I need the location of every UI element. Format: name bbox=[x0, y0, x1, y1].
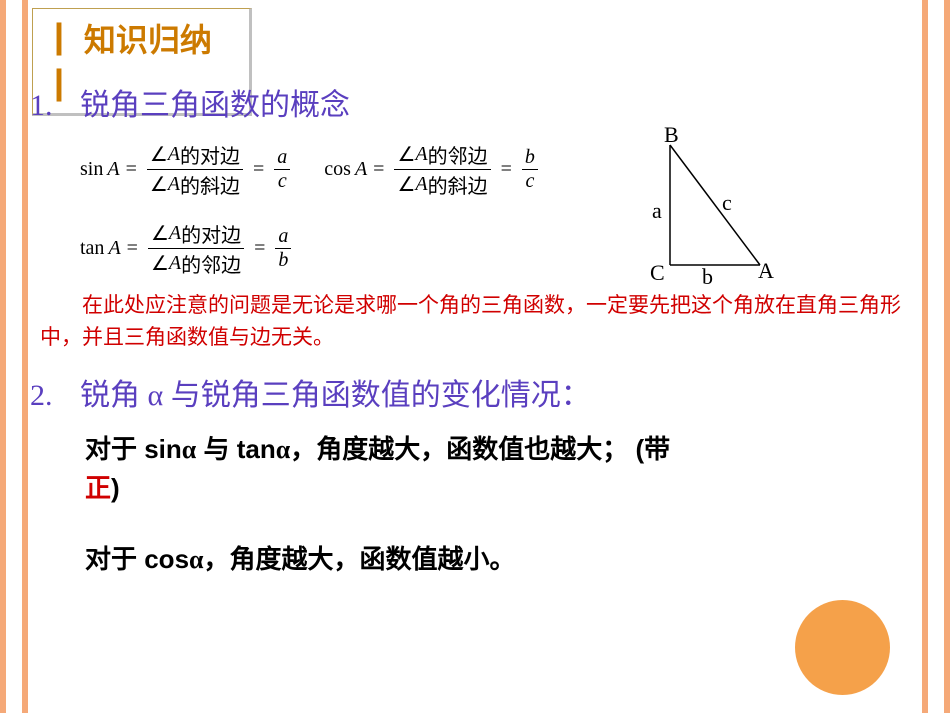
section-1: 1. 锐角三角函数的概念 bbox=[30, 80, 910, 124]
section-1-number: 1. bbox=[30, 89, 80, 123]
side-a: a bbox=[652, 198, 662, 224]
section-2-number: 2. bbox=[30, 379, 80, 413]
vertex-A: A bbox=[758, 258, 774, 284]
section-2: 2. 锐角 α 与锐角三角函数值的变化情况： bbox=[30, 370, 910, 414]
section-1-heading: 锐角三角函数的概念 bbox=[80, 80, 350, 124]
vertex-B: B bbox=[664, 122, 679, 148]
side-b: b bbox=[702, 264, 713, 290]
right-decorative-stripe bbox=[922, 0, 950, 713]
red-note: 在此处应注意的问题是无论是求哪一个角的三角函数，一定要先把这个角放在直角三角形中… bbox=[40, 290, 910, 353]
section-2-heading: 锐角 α 与锐角三角函数值的变化情况： bbox=[80, 370, 591, 414]
decorative-circle bbox=[795, 600, 890, 695]
triangle-diagram: B C A a b c bbox=[650, 130, 810, 290]
formula-tan: tan A = ∠A的对边 ∠A的邻边 = a b bbox=[80, 219, 295, 278]
body-line-2: 对于 cosα，角度越大，函数值越小。 bbox=[85, 540, 905, 579]
vertex-C: C bbox=[650, 260, 665, 286]
formula-sin: sin A = ∠A的对边 ∠A的斜边 = a c bbox=[80, 140, 294, 199]
left-decorative-stripe bbox=[0, 0, 28, 713]
formula-cos: cos A = ∠A的邻边 ∠A的斜边 = b c bbox=[324, 140, 542, 199]
body-line-1: 对于 sinα 与 tanα，角度越大，函数值也越大； (带正) bbox=[85, 430, 905, 508]
formula-block: sin A = ∠A的对边 ∠A的斜边 = a c cos A = ∠A的邻边 bbox=[80, 140, 620, 298]
side-c: c bbox=[722, 190, 732, 216]
